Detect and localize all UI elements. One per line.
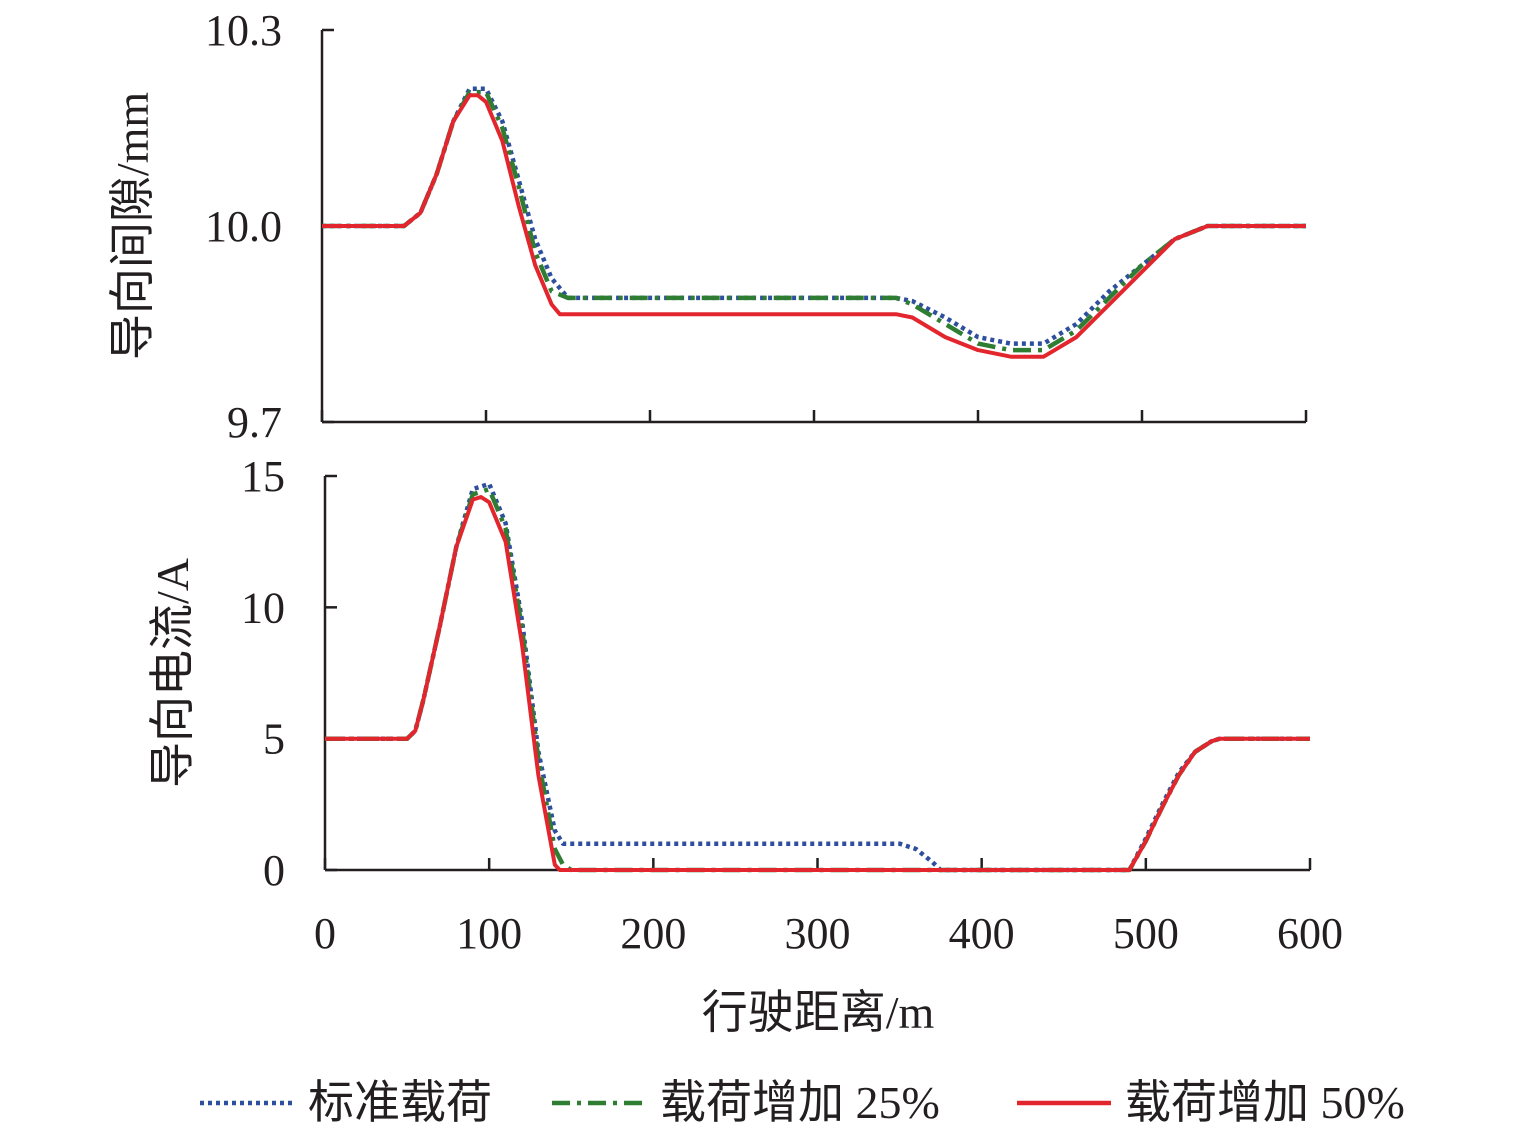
series-line bbox=[322, 86, 1306, 346]
x-tick-label: 100 bbox=[456, 909, 522, 958]
y-tick-label: 10 bbox=[241, 583, 285, 632]
x-tick-label: 400 bbox=[949, 909, 1015, 958]
x-tick-label: 200 bbox=[620, 909, 686, 958]
x-tick-label: 0 bbox=[314, 909, 336, 958]
series-line bbox=[322, 93, 1306, 359]
y-tick-label: 5 bbox=[263, 715, 285, 764]
x-axis-title: 行驶距离/m bbox=[702, 987, 935, 1038]
y-tick-label: 10.3 bbox=[205, 6, 282, 55]
legend-label: 载荷增加 50% bbox=[1125, 1077, 1405, 1128]
series-line bbox=[322, 89, 1306, 353]
y-tick-label: 15 bbox=[241, 452, 285, 501]
series-line bbox=[325, 486, 1310, 873]
x-tick-label: 300 bbox=[785, 909, 851, 958]
x-tick-label: 500 bbox=[1113, 909, 1179, 958]
y-tick-label: 10.0 bbox=[205, 202, 282, 251]
current-chart-panel: 0 5 10 15 0 100 200 300 400 500 600 导向电流/A bbox=[147, 452, 1343, 958]
legend-label: 标准载荷 bbox=[308, 1077, 492, 1128]
legend: 标准载荷 载荷增加 25% 载荷增加 50% bbox=[200, 1077, 1405, 1128]
series-line bbox=[325, 495, 1310, 872]
y-tick-label: 9.7 bbox=[227, 398, 282, 447]
y-axis-title: 导向间隙/mm bbox=[107, 92, 158, 361]
y-tick-label: 0 bbox=[263, 846, 285, 895]
legend-label: 载荷增加 25% bbox=[660, 1077, 940, 1128]
y-axis-title: 导向电流/A bbox=[147, 558, 198, 788]
x-tick-label: 600 bbox=[1277, 909, 1343, 958]
series-line bbox=[325, 481, 1310, 873]
gap-chart-panel: 9.7 10.0 10.3 导向间隙/mm bbox=[107, 6, 1308, 447]
